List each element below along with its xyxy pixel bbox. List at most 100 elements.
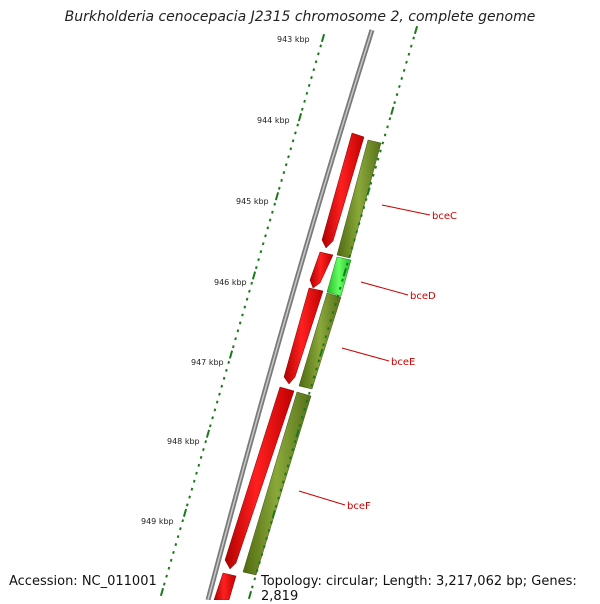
- outer-minor-tick: [286, 464, 290, 468]
- inner-minor-tick: [250, 281, 254, 285]
- gene-forward-bceC[interactable]: [321, 132, 365, 249]
- outer-minor-tick: [251, 585, 254, 589]
- inner-major-tick: [251, 271, 257, 280]
- inner-minor-tick: [284, 163, 288, 167]
- inner-minor-tick: [271, 210, 274, 214]
- outer-minor-tick: [324, 335, 328, 339]
- outer-minor-tick: [293, 440, 297, 444]
- inner-minor-tick: [222, 376, 226, 380]
- outer-minor-tick: [260, 553, 264, 557]
- inner-minor-tick: [319, 44, 323, 48]
- inner-minor-tick: [202, 447, 205, 452]
- inner-minor-tick: [291, 139, 295, 143]
- outer-minor-tick: [357, 222, 361, 226]
- outer-minor-tick: [355, 230, 359, 234]
- inner-major-tick: [297, 113, 303, 122]
- outer-minor-tick: [402, 68, 406, 72]
- inner-minor-tick: [195, 471, 198, 475]
- outer-minor-tick: [345, 262, 349, 266]
- outer-minor-tick: [353, 238, 356, 242]
- outer-minor-tick: [386, 125, 389, 129]
- kbp-label-945: 945 kbp: [236, 197, 269, 206]
- kbp-label-947: 947 kbp: [191, 358, 224, 367]
- inner-minor-tick: [199, 455, 203, 460]
- inner-major-tick: [274, 192, 280, 201]
- outer-minor-tick: [315, 367, 318, 371]
- inner-minor-tick: [257, 258, 260, 262]
- outer-minor-tick: [388, 117, 392, 121]
- inner-minor-tick: [204, 440, 208, 444]
- inner-minor-tick: [179, 527, 182, 531]
- inner-minor-tick: [167, 566, 171, 570]
- inner-minor-tick: [188, 495, 191, 499]
- gene-reverse-bceE[interactable]: [298, 292, 342, 390]
- inner-minor-tick: [234, 337, 237, 341]
- inner-minor-tick: [248, 289, 251, 293]
- outer-minor-tick: [364, 197, 368, 202]
- inner-minor-tick: [289, 147, 293, 151]
- inner-minor-tick: [162, 582, 166, 586]
- outer-minor-tick: [395, 93, 399, 97]
- outer-major-tick: [247, 590, 253, 600]
- inner-minor-tick: [174, 542, 178, 547]
- inner-minor-tick: [259, 250, 263, 254]
- inner-minor-tick: [215, 400, 219, 404]
- outer-minor-tick: [336, 294, 340, 298]
- outer-minor-tick: [298, 423, 302, 428]
- inner-minor-tick: [192, 479, 196, 483]
- bceE-leader: [341, 347, 390, 362]
- outer-minor-tick: [303, 407, 306, 411]
- inner-major-tick: [228, 350, 234, 359]
- inner-minor-tick: [268, 218, 272, 222]
- inner-minor-tick: [277, 186, 281, 190]
- inner-minor-tick: [287, 155, 290, 159]
- kbp-label-943: 943 kbp: [277, 35, 310, 44]
- inner-minor-tick: [197, 463, 201, 467]
- outer-minor-tick: [381, 141, 385, 145]
- inner-minor-tick: [241, 313, 244, 317]
- outer-minor-tick: [317, 359, 321, 363]
- inner-minor-tick: [220, 384, 224, 388]
- outer-major-tick: [271, 510, 276, 519]
- gene-reverse-bceD[interactable]: [326, 256, 352, 297]
- inner-major-tick: [159, 587, 165, 597]
- inner-minor-tick: [245, 297, 249, 301]
- outer-minor-tick: [258, 561, 261, 565]
- gene-label-bceE[interactable]: bceE: [391, 357, 415, 368]
- gene-reverse-bceC[interactable]: [336, 139, 382, 259]
- outer-minor-tick: [262, 545, 266, 549]
- outer-minor-tick: [341, 278, 344, 282]
- outer-major-tick: [390, 106, 395, 115]
- inner-minor-tick: [254, 265, 258, 270]
- gene-forward-bceE[interactable]: [283, 287, 324, 385]
- outer-minor-tick: [374, 165, 378, 169]
- outer-minor-tick: [331, 310, 335, 315]
- outer-minor-tick: [270, 520, 273, 524]
- gene-forward-bceD[interactable]: [309, 251, 334, 289]
- inner-minor-tick: [236, 329, 240, 333]
- gene-forward-next[interactable]: [213, 572, 237, 600]
- gene-reverse-bceF[interactable]: [242, 391, 312, 576]
- kbp-label-946: 946 kbp: [214, 278, 247, 287]
- inner-minor-tick: [266, 226, 270, 230]
- outer-major-tick: [413, 25, 419, 35]
- inner-minor-tick: [225, 368, 228, 372]
- inner-minor-tick: [181, 519, 185, 523]
- outer-major-tick: [319, 348, 324, 357]
- kbp-label-949: 949 kbp: [141, 517, 174, 526]
- outer-major-tick: [366, 187, 371, 196]
- map-title: Burkholderia cenocepacia J2315 chromosom…: [64, 9, 536, 25]
- outer-minor-tick: [362, 206, 366, 210]
- gene-forward-bceF[interactable]: [224, 386, 295, 570]
- gene-label-bceF[interactable]: bceF: [347, 501, 371, 512]
- bceD-leader: [360, 281, 409, 296]
- outer-minor-tick: [310, 383, 313, 387]
- gene-label-bceC[interactable]: bceC: [432, 211, 457, 222]
- inner-minor-tick: [208, 424, 212, 428]
- inner-minor-tick: [227, 360, 231, 365]
- inner-major-tick: [205, 429, 211, 438]
- outer-minor-tick: [274, 504, 278, 508]
- outer-minor-tick: [338, 286, 342, 290]
- gene-label-bceD[interactable]: bceD: [410, 291, 436, 302]
